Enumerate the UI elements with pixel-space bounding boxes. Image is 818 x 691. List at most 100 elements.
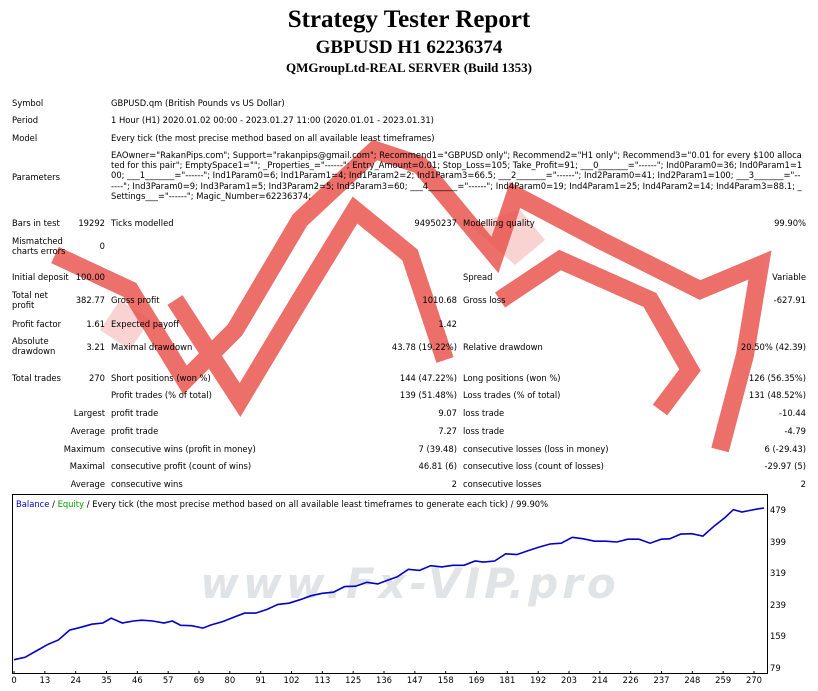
profit-factor-label: Profit factor [12, 319, 62, 329]
x-tick-label: 91 [255, 675, 266, 685]
ticks-label: Ticks modelled [111, 218, 174, 228]
balance-chart [12, 494, 768, 674]
maximal-drawdown-value: 43.78 (19.22%) [391, 342, 457, 352]
report-title: Strategy Tester Report [287, 6, 531, 33]
average-loss-label: loss trade [463, 426, 505, 436]
legend-separator: / [49, 499, 58, 509]
mismatch-label: Mismatched charts errors [12, 236, 66, 256]
max-consecutive-wins-value: 7 (39.48) [418, 444, 457, 454]
absolute-drawdown-value: 3.21 [86, 342, 105, 352]
symbol-value: GBPUSD.qm (British Pounds vs US Dollar) [111, 98, 285, 108]
net-profit-value: 382.77 [75, 295, 105, 305]
x-tick-label: 169 [468, 675, 485, 685]
chart-frame [12, 494, 768, 674]
quality-label: Modelling quality [463, 218, 535, 228]
largest-label: Largest [73, 408, 105, 418]
gross-profit-value: 1010.68 [422, 295, 457, 305]
x-tick-label: 158 [437, 675, 454, 685]
y-tick-label: 479 [770, 505, 786, 515]
balance-line [13, 507, 765, 661]
long-positions-label: Long positions (won %) [463, 373, 561, 383]
max-consecutive-profit-label: consecutive profit (count of wins) [111, 461, 252, 471]
y-tick-label: 319 [770, 568, 786, 579]
y-tick-label: 239 [770, 599, 786, 610]
y-tick-label: 79 [770, 663, 781, 673]
average-consecutive-label: Average [70, 479, 105, 489]
avg-consecutive-wins-label: consecutive wins [111, 479, 183, 489]
parameters-label: Parameters [12, 172, 60, 182]
spread-label: Spread [463, 272, 493, 282]
bars-value: 19292 [78, 218, 105, 228]
x-tick-label: 259 [715, 675, 732, 685]
max-consecutive-loss-value: -29.97 (5) [764, 461, 806, 471]
x-tick-label: 203 [561, 675, 577, 685]
deposit-value: 100.00 [75, 272, 105, 282]
parameters-value: EAOwner="RakanPips.com"; Support="rakanp… [111, 150, 803, 201]
x-tick-label: 125 [345, 675, 362, 685]
gross-loss-label: Gross loss [463, 295, 506, 305]
max-consecutive-loss-label: consecutive loss (count of losses) [463, 461, 604, 471]
x-tick-label: 102 [283, 675, 300, 685]
max-consecutive-losses-label: consecutive losses (loss in money) [463, 444, 609, 454]
y-tick-label: 399 [770, 536, 786, 547]
x-tick-label: 237 [653, 675, 670, 685]
largest-loss-label: loss trade [463, 408, 505, 418]
x-tick-label: 113 [314, 675, 331, 685]
short-positions-value: 144 (47.22%) [399, 373, 457, 383]
max-consecutive-profit-value: 46.81 (6) [418, 461, 457, 471]
period-label: Period [12, 115, 39, 125]
symbol-label: Symbol [12, 98, 44, 108]
x-tick-label: 181 [499, 675, 516, 685]
average-label: Average [70, 426, 105, 436]
deposit-label: Initial deposit [12, 272, 69, 282]
maximum-label: Maximum [63, 444, 105, 454]
expected-payoff-label: Expected payoff [111, 319, 180, 329]
profit-trades-label: Profit trades (% of total) [111, 390, 212, 400]
net-profit-label: Total net profit [12, 290, 48, 310]
legend-balance: Balance [16, 499, 50, 509]
x-tick-label: 136 [376, 675, 392, 685]
avg-consecutive-losses-value: 2 [800, 479, 806, 489]
max-consecutive-losses-value: 6 (-29.43) [764, 444, 806, 454]
x-tick-label: 226 [622, 675, 639, 685]
average-profit-value: 7.27 [438, 426, 457, 436]
maximal-label: Maximal [69, 461, 105, 471]
gross-loss-value: -627.91 [773, 295, 806, 305]
expected-payoff-value: 1.42 [438, 319, 457, 329]
period-value: 1 Hour (H1) 2020.01.02 00:00 - 2023.01.2… [111, 115, 434, 125]
average-profit-label: profit trade [111, 426, 159, 436]
x-tick-label: 192 [530, 675, 547, 685]
total-trades-label: Total trades [12, 373, 61, 383]
x-tick-label: 214 [591, 675, 608, 685]
profit-trades-value: 139 (51.48%) [399, 390, 457, 400]
gross-profit-label: Gross profit [111, 295, 160, 305]
total-trades-value: 270 [89, 373, 105, 383]
chart-legend: Balance / Equity / Every tick (the most … [16, 499, 548, 509]
spread-value: Variable [772, 272, 806, 282]
long-positions-value: 126 (56.35%) [748, 373, 806, 383]
x-tick-label: 35 [101, 675, 112, 685]
avg-consecutive-losses-label: consecutive losses [463, 479, 542, 489]
average-loss-value: -4.79 [784, 426, 806, 436]
avg-consecutive-wins-value: 2 [451, 479, 457, 489]
largest-profit-label: profit trade [111, 408, 159, 418]
x-tick-label: 248 [684, 675, 701, 685]
watermark-text: www.Fx-VIP.pro [200, 559, 620, 608]
x-tick-label: 80 [224, 675, 236, 685]
x-tick-label: 46 [131, 675, 143, 685]
x-tick-label: 147 [406, 675, 423, 685]
relative-drawdown-value: 20.50% (42.39) [740, 342, 806, 352]
x-tick-label: 270 [746, 675, 762, 685]
x-tick-label: 0 [11, 675, 17, 685]
y-tick-label: 159 [770, 631, 786, 642]
x-tick-label: 24 [70, 675, 81, 685]
legend-description: / Every tick (the most precise method ba… [84, 499, 549, 509]
x-tick-label: 57 [162, 675, 174, 685]
absolute-drawdown-label: Absolute drawdown [12, 336, 56, 356]
model-label: Model [12, 133, 38, 143]
quality-value: 99.90% [774, 218, 806, 228]
loss-trades-value: 131 (48.52%) [748, 390, 806, 400]
x-tick-label: 13 [39, 675, 51, 685]
relative-drawdown-label: Relative drawdown [463, 342, 543, 352]
